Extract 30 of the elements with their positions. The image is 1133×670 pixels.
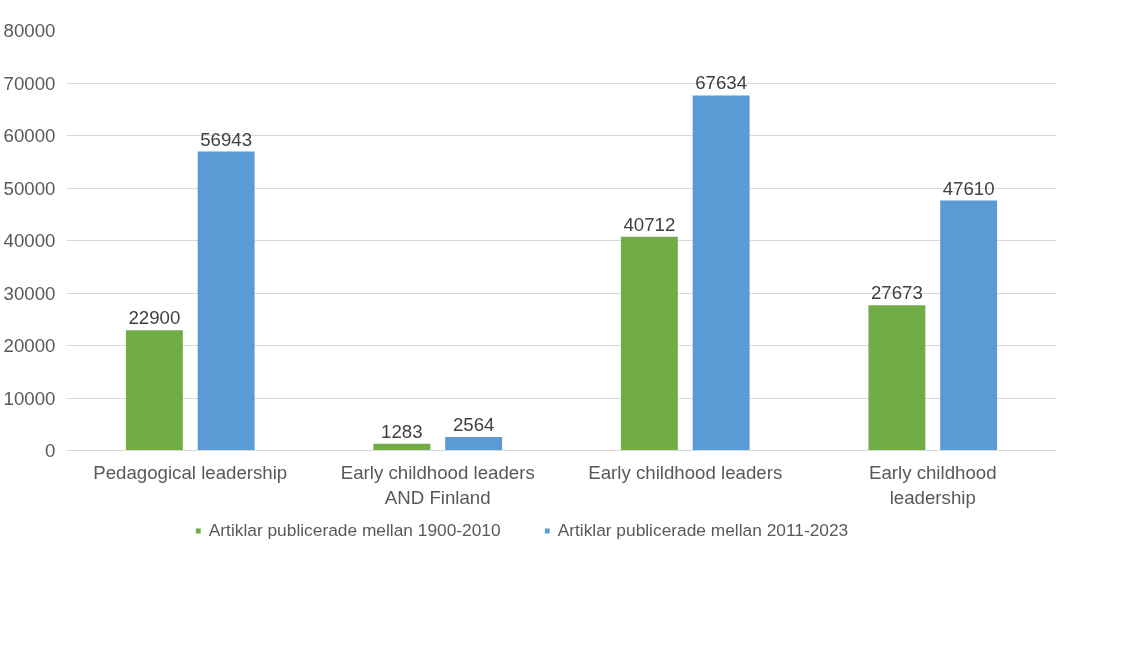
bar [868,305,926,451]
bar [620,236,678,451]
legend-label: Artiklar publicerade mellan 2011-2023 [557,519,849,541]
y-tick-label: 10000 [3,387,56,409]
y-tick-label: 50000 [3,177,56,199]
bar [197,151,255,451]
legend-label: Artiklar publicerade mellan 1900-2010 [208,519,501,541]
y-tick-label: 30000 [3,282,56,304]
data-label: 40712 [623,213,676,235]
y-tick-label: 60000 [3,125,56,146]
x-tick-label: Early childhood leadership [868,461,997,508]
x-tick-label: Early childhood leaders AND Finland [340,461,535,508]
bar [125,330,183,451]
data-label: 27673 [870,282,923,304]
bar [940,200,998,451]
data-label: 22900 [128,307,181,329]
x-tick-label: Pedagogical leadership [93,461,288,483]
data-label: 47610 [942,177,995,199]
y-tick-label: 20000 [3,335,56,356]
data-label: 2564 [452,414,495,436]
y-tick-label: 40000 [3,230,56,251]
data-label: 56943 [200,128,253,150]
data-label: 1283 [381,420,423,442]
y-tick-label: 70000 [3,72,56,94]
x-tick-label: Early childhood leaders [588,461,783,483]
y-tick-label: 80000 [3,20,56,41]
bar [692,95,750,451]
bar [445,437,503,451]
y-tick-label: 0 [45,440,56,461]
data-label: 67634 [695,72,748,94]
